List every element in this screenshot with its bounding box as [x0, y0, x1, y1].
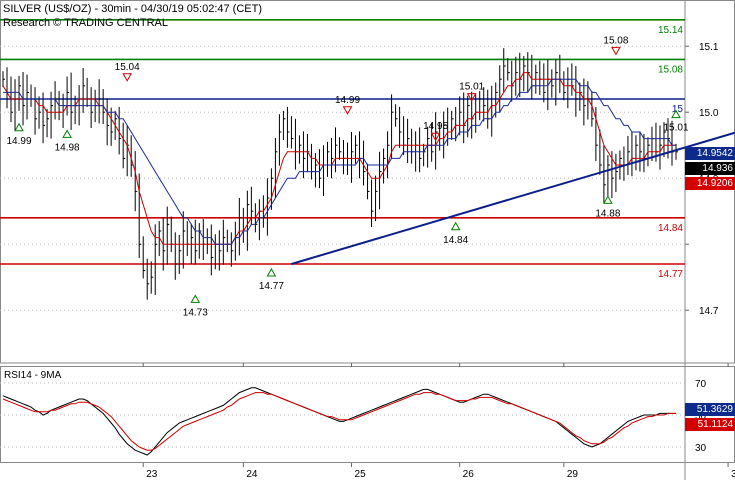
rsi-ma-line	[2, 392, 676, 451]
rsi-ma-tag: 51.1124	[685, 418, 735, 431]
chart-copyright: Research © TRADING CENTRAL	[3, 17, 168, 29]
swing-low-marker	[14, 122, 24, 132]
swing-low-label: 14.99	[7, 136, 32, 147]
ma-red-line	[2, 72, 676, 245]
x-tick-label: 24	[246, 469, 258, 480]
level-label: 14.84	[658, 223, 683, 234]
swing-high-label: 15.04	[115, 62, 140, 73]
swing-high-marker	[430, 132, 441, 142]
swing-low-marker	[190, 294, 201, 303]
swing-low-label: 14.88	[595, 208, 620, 219]
rsi-title: RSI14 - 9MA	[4, 370, 62, 381]
level-label: 15.14	[658, 25, 683, 36]
level-label: 15	[672, 104, 684, 115]
swing-high-label: 14.95	[423, 121, 448, 132]
rsi-tick-label: 30	[695, 443, 707, 454]
swing-high-marker	[122, 73, 133, 82]
price-tag-last: 14.936	[685, 162, 735, 175]
rsi-tick-label: 70	[695, 379, 707, 390]
swing-low-marker	[671, 109, 681, 119]
swing-high-marker	[466, 93, 477, 102]
y-tick-label: 15.0	[699, 108, 719, 119]
x-tick-label: 25	[355, 469, 367, 480]
swing-low-label: 14.73	[183, 307, 208, 318]
price-tag-ma-blue: 14.9542	[685, 147, 735, 160]
swing-low-marker	[62, 129, 72, 138]
x-tick-label: 23	[146, 469, 158, 480]
x-tick-label: 29	[567, 469, 579, 480]
x-tick-label: 30	[731, 469, 735, 480]
swing-high-label: 15.08	[603, 35, 628, 46]
swing-low-label: 15.01	[663, 123, 688, 134]
chart-title: SILVER (US$/OZ) - 30min - 04/30/19 05:02…	[3, 3, 263, 15]
swing-low-label: 14.98	[55, 142, 80, 153]
swing-low-marker	[450, 221, 461, 231]
level-label: 14.77	[658, 269, 683, 280]
rsi-tag: 51.3629	[685, 403, 735, 416]
swing-high-label: 15.01	[459, 82, 484, 93]
ma-blue-line	[3, 78, 676, 245]
level-label: 15.08	[658, 64, 683, 75]
rsi-tick-label: 50	[695, 411, 707, 422]
swing-high-marker	[611, 46, 621, 56]
price-tag-ma-red: 14.9206	[685, 177, 735, 190]
y-tick-label: 14.7	[699, 306, 719, 317]
swing-low-marker	[266, 267, 277, 277]
y-tick-label: 15.1	[699, 42, 719, 53]
swing-high-label: 14.99	[335, 95, 360, 106]
swing-low-marker	[603, 195, 613, 204]
swing-low-label: 14.77	[259, 281, 284, 292]
swing-high-marker	[342, 106, 353, 115]
trendline	[291, 131, 735, 265]
rsi-line	[2, 387, 676, 456]
swing-low-label: 14.84	[443, 235, 468, 246]
x-tick-label: 26	[463, 469, 475, 480]
